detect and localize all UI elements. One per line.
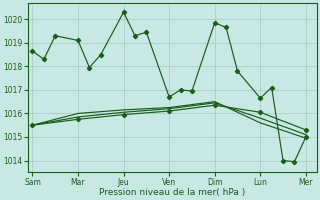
X-axis label: Pression niveau de la mer( hPa ): Pression niveau de la mer( hPa ) xyxy=(99,188,245,197)
